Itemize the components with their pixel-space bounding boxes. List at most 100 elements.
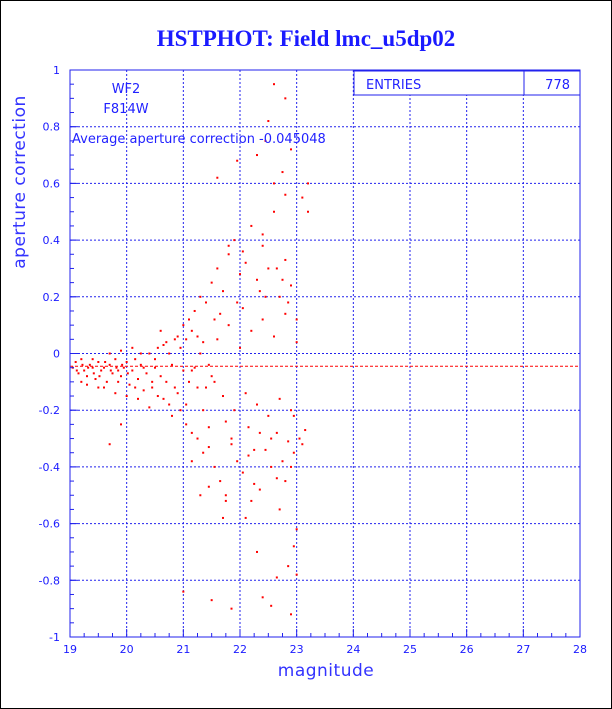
data-point — [98, 375, 101, 378]
data-point — [256, 278, 258, 281]
data-point — [253, 482, 256, 485]
data-point — [168, 352, 171, 355]
data-point — [108, 363, 111, 366]
data-point — [250, 329, 253, 332]
data-point — [125, 395, 128, 398]
data-point — [185, 423, 188, 426]
data-point — [159, 375, 162, 378]
data-point — [131, 346, 134, 349]
data-point — [241, 250, 244, 253]
data-point — [126, 372, 129, 375]
data-point — [213, 318, 216, 321]
data-point — [104, 361, 107, 364]
y-tick-label: -0.4 — [39, 461, 60, 474]
data-point — [258, 290, 261, 293]
data-point — [292, 545, 295, 548]
data-point — [256, 550, 258, 553]
y-axis-label: aperture correction — [10, 95, 30, 269]
data-point — [91, 358, 94, 361]
data-point — [196, 437, 199, 440]
data-point — [281, 460, 284, 463]
data-point — [173, 386, 176, 389]
data-point — [165, 341, 168, 344]
data-point — [224, 499, 227, 502]
data-point — [281, 171, 284, 174]
data-point — [108, 352, 111, 355]
data-point — [109, 369, 112, 372]
data-point — [264, 448, 267, 451]
data-point — [94, 378, 97, 381]
data-point — [267, 120, 270, 123]
data-point — [151, 380, 154, 383]
data-point — [97, 361, 100, 364]
data-point — [176, 392, 179, 395]
data-point — [241, 471, 244, 474]
data-point — [227, 244, 230, 247]
data-point — [151, 386, 154, 389]
data-point — [122, 366, 125, 369]
data-point — [128, 383, 131, 386]
data-point — [261, 596, 264, 599]
data-point — [216, 338, 219, 341]
stats-label: ENTRIES — [366, 78, 421, 93]
data-point — [202, 451, 205, 454]
data-point — [219, 480, 222, 483]
x-tick-label: 26 — [460, 643, 474, 656]
data-point — [295, 573, 298, 576]
x-tick-label: 21 — [176, 643, 190, 656]
data-point — [139, 363, 142, 366]
data-point — [120, 423, 122, 426]
data-point — [261, 233, 264, 236]
data-point — [236, 159, 239, 162]
data-point — [188, 318, 190, 321]
data-point — [307, 182, 309, 185]
data-point — [190, 329, 193, 332]
data-point — [137, 378, 139, 381]
average-annotation: Average aperture correction -0.045048 — [72, 132, 326, 147]
data-point — [81, 363, 84, 366]
data-point — [239, 273, 241, 276]
data-point — [199, 295, 202, 298]
data-point — [227, 324, 230, 327]
data-point — [154, 366, 156, 369]
data-point — [210, 375, 213, 378]
data-point — [168, 403, 171, 406]
data-point — [196, 386, 199, 389]
data-point — [182, 324, 185, 327]
data-point — [253, 448, 256, 451]
data-point — [284, 193, 287, 196]
data-point — [284, 312, 287, 315]
data-point — [114, 392, 117, 395]
y-tick-label: 0.8 — [43, 121, 61, 134]
data-point — [267, 414, 270, 417]
x-tick-label: 22 — [233, 643, 247, 656]
data-point — [295, 528, 298, 531]
data-point — [287, 440, 290, 443]
data-point — [273, 83, 275, 86]
data-point — [236, 460, 239, 463]
data-point — [267, 267, 270, 270]
data-point — [290, 465, 292, 468]
data-point — [213, 380, 216, 383]
data-point — [290, 148, 292, 151]
data-point — [213, 465, 216, 468]
data-point — [202, 409, 205, 412]
data-point — [273, 335, 275, 338]
data-point — [301, 443, 304, 446]
data-point — [117, 369, 120, 372]
data-point — [250, 499, 253, 502]
x-tick-label: 20 — [120, 643, 134, 656]
data-point — [244, 516, 247, 519]
x-tick-label: 19 — [63, 643, 77, 656]
data-point — [222, 290, 224, 293]
data-point — [244, 392, 247, 395]
data-point — [86, 375, 88, 378]
data-point — [230, 437, 233, 440]
data-point — [188, 380, 190, 383]
data-point — [205, 301, 207, 304]
data-point — [103, 366, 105, 369]
data-point — [227, 253, 230, 256]
data-point — [236, 301, 239, 304]
data-point — [287, 301, 290, 304]
data-point — [115, 366, 118, 369]
